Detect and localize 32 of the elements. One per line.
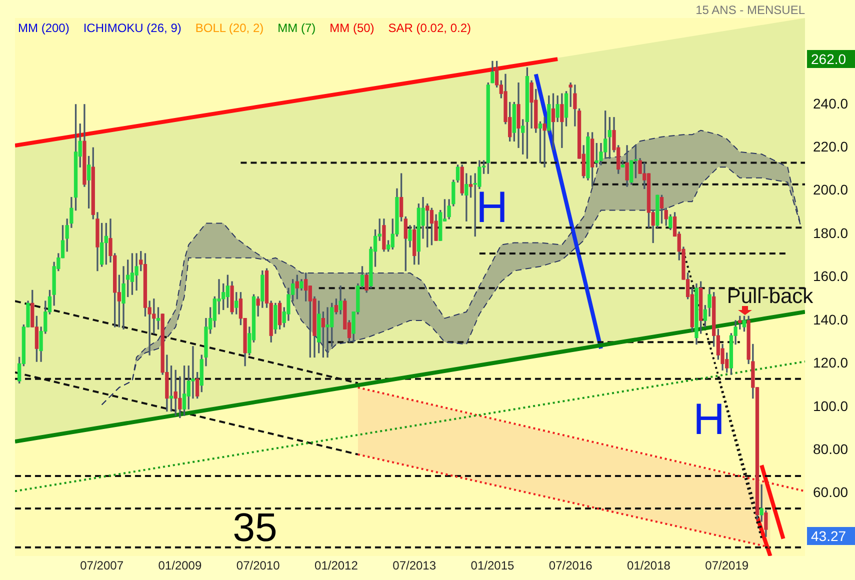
annotation: Pull-back: [726, 284, 814, 308]
text: 43.27: [811, 528, 846, 544]
x-tick-label: 01/2012: [314, 558, 358, 573]
y-tick-label: 180.0: [813, 224, 848, 241]
y-tick-label: 80.00: [813, 440, 848, 457]
y-tick-label: 140.0: [813, 311, 848, 328]
x-tick-label: 07/2013: [392, 558, 436, 573]
annotation: BOLL (20, 2): [195, 21, 264, 35]
annotation: MM (50): [330, 21, 374, 35]
text: 15 ANS - MENSUEL: [696, 3, 805, 17]
y-tick-label: 240.0: [813, 95, 848, 112]
x-tick-label: 07/2016: [548, 558, 593, 573]
y-tick-label: 100.0: [813, 398, 848, 414]
y-tick-label: 160.0: [813, 268, 848, 284]
x-tick-label: 01/2018: [627, 558, 671, 573]
annotation: H: [693, 395, 725, 444]
annotation: MM (200): [18, 21, 70, 35]
annotation: SAR (0.02, 0.2): [388, 21, 472, 35]
y-tick-label: 120.0: [813, 354, 848, 371]
text: 262.0: [811, 50, 846, 67]
x-tick-label: 01/2009: [158, 558, 202, 573]
x-tick-label: 01/2015: [470, 558, 514, 573]
annotation: MM (7): [278, 21, 316, 35]
x-tick-label: 07/2010: [236, 558, 280, 573]
x-tick-label: 07/2019: [705, 558, 749, 573]
y-tick-label: 200.0: [813, 182, 848, 198]
annotation: H: [476, 183, 508, 232]
annotation: 35: [232, 506, 278, 550]
y-tick-label: 60.00: [813, 484, 848, 500]
annotation: ICHIMOKU (26, 9): [83, 21, 182, 35]
x-tick-label: 07/2007: [80, 558, 124, 573]
y-tick-label: 220.0: [813, 138, 848, 154]
